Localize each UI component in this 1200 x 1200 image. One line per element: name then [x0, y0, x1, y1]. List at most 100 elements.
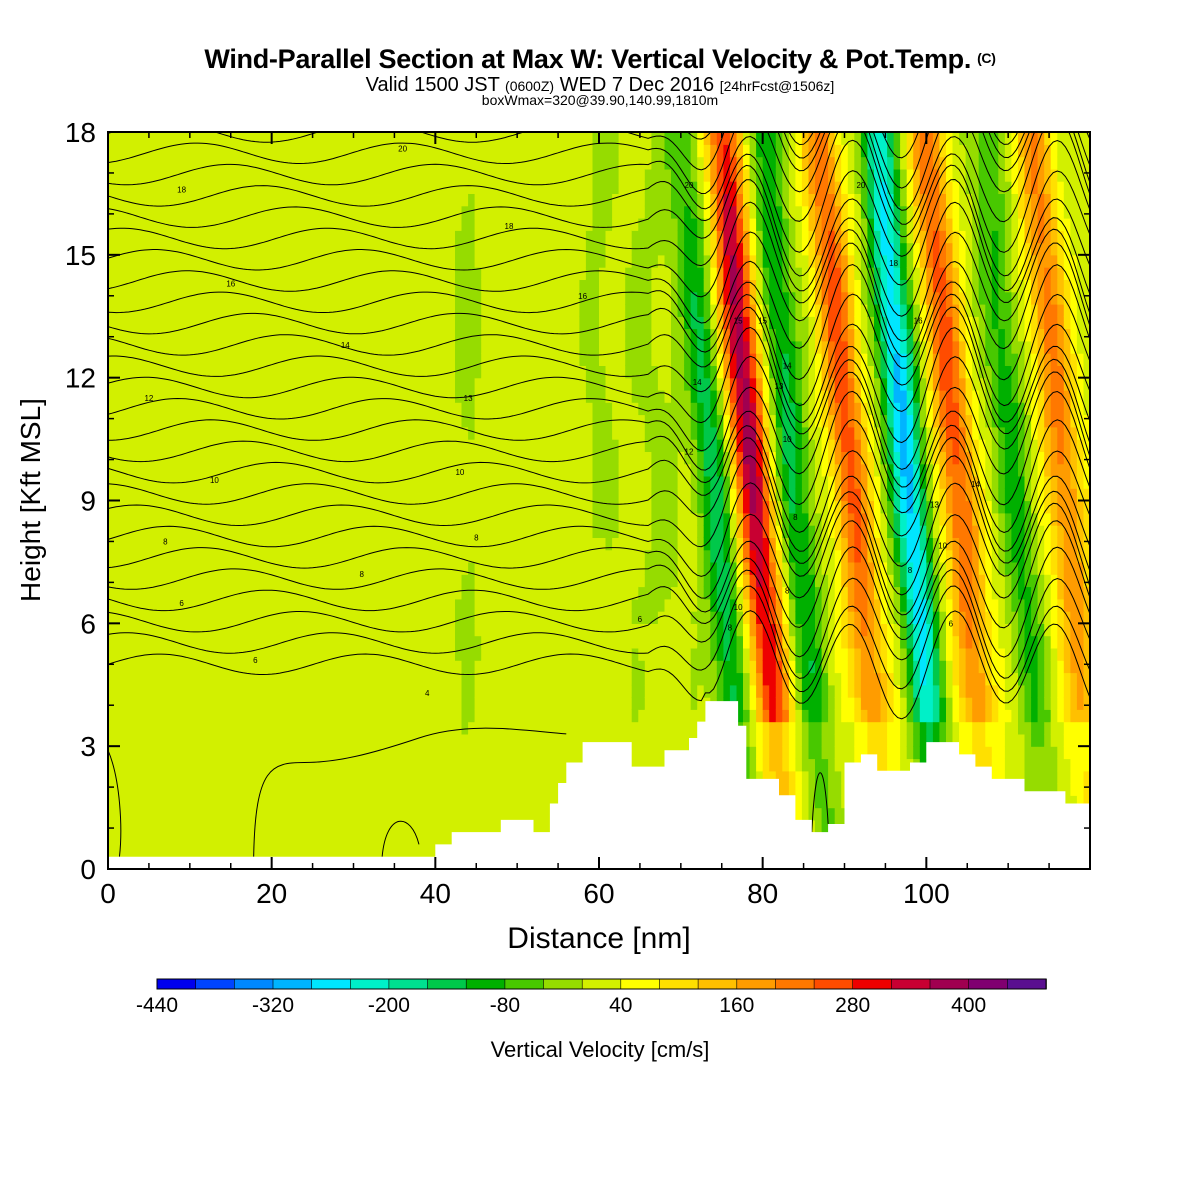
velocity-cell [396, 733, 404, 747]
velocity-cell [585, 291, 593, 305]
velocity-cell [415, 451, 423, 465]
velocity-cell [160, 156, 168, 170]
velocity-cell [369, 340, 377, 354]
velocity-cell [409, 463, 417, 477]
velocity-cell [592, 561, 600, 575]
velocity-cell [494, 426, 502, 440]
subtitle-date: WED 7 Dec 2016 [559, 74, 715, 96]
velocity-cell [271, 709, 279, 723]
velocity-cell [350, 733, 358, 747]
velocity-cell [383, 389, 391, 403]
velocity-cell [625, 193, 633, 207]
velocity-cell [383, 144, 391, 158]
velocity-cell [585, 623, 593, 637]
velocity-cell [324, 672, 332, 686]
velocity-cell [310, 549, 318, 563]
velocity-cell [376, 598, 384, 612]
velocity-cell [572, 733, 580, 747]
velocity-cell [186, 733, 194, 747]
velocity-cell [585, 193, 593, 207]
velocity-cell [520, 242, 528, 256]
velocity-cell [258, 144, 266, 158]
velocity-cell [612, 181, 620, 194]
velocity-cell [271, 525, 279, 538]
velocity-cell [389, 328, 397, 342]
velocity-cell [441, 451, 449, 465]
velocity-cell [383, 844, 391, 858]
velocity-cell [238, 635, 246, 649]
velocity-cell [284, 463, 292, 477]
velocity-cell [422, 586, 430, 600]
velocity-cell [180, 328, 188, 342]
velocity-cell [631, 549, 639, 563]
velocity-cell [540, 230, 548, 244]
velocity-cell [238, 623, 246, 637]
velocity-cell [422, 512, 430, 526]
velocity-cell [553, 783, 561, 796]
velocity-cell [108, 279, 116, 293]
velocity-cell [206, 304, 214, 317]
velocity-cell [147, 402, 155, 416]
velocity-cell [474, 660, 482, 674]
velocity-cell [252, 746, 260, 760]
velocity-cell [527, 697, 535, 710]
velocity-cell [252, 561, 260, 575]
velocity-cell [258, 254, 266, 268]
velocity-cell [330, 242, 338, 256]
velocity-cell [599, 635, 607, 649]
velocity-cell [507, 328, 515, 342]
velocity-cell [566, 611, 574, 624]
velocity-cell [474, 758, 482, 772]
velocity-cell [376, 537, 384, 551]
velocity-cell [585, 635, 593, 649]
velocity-cell [435, 144, 443, 158]
velocity-cell [108, 660, 116, 674]
velocity-cell [127, 144, 135, 158]
velocity-cell [533, 635, 541, 649]
velocity-cell [310, 254, 318, 268]
velocity-cell [455, 549, 463, 563]
velocity-cell [618, 451, 626, 465]
velocity-cell [559, 365, 567, 379]
velocity-cell [140, 795, 148, 809]
velocity-cell [618, 402, 626, 416]
velocity-cell [291, 611, 299, 624]
velocity-cell [474, 144, 482, 158]
velocity-cell [383, 181, 391, 194]
velocity-cell [232, 500, 240, 514]
velocity-cell [422, 230, 430, 244]
velocity-cell [618, 242, 626, 256]
velocity-cell [402, 205, 410, 219]
velocity-cell [212, 181, 220, 194]
velocity-cell [487, 758, 495, 772]
velocity-cell [343, 304, 351, 317]
velocity-cell [625, 475, 633, 489]
velocity-cell [310, 340, 318, 354]
velocity-cell [310, 205, 318, 219]
velocity-cell [310, 500, 318, 514]
velocity-cell [265, 193, 273, 207]
velocity-cell [147, 328, 155, 342]
velocity-cell [108, 574, 116, 588]
velocity-cell [127, 795, 135, 809]
velocity-cell [383, 377, 391, 391]
velocity-cell [343, 684, 351, 698]
velocity-cell [225, 168, 233, 182]
velocity-cell [494, 242, 502, 256]
velocity-cell [310, 512, 318, 526]
velocity-cell [212, 783, 220, 796]
velocity-cell [193, 733, 201, 747]
velocity-cell [284, 414, 292, 428]
velocity-cell [304, 144, 312, 158]
velocity-cell [441, 402, 449, 416]
velocity-cell [487, 267, 495, 280]
velocity-cell [579, 377, 587, 391]
velocity-cell [147, 783, 155, 796]
velocity-cell [605, 230, 613, 244]
velocity-cell [507, 635, 515, 649]
velocity-cell [206, 561, 214, 575]
velocity-cell [271, 230, 279, 244]
velocity-cell [533, 168, 541, 182]
velocity-cell [415, 770, 423, 784]
velocity-cell [468, 439, 476, 452]
